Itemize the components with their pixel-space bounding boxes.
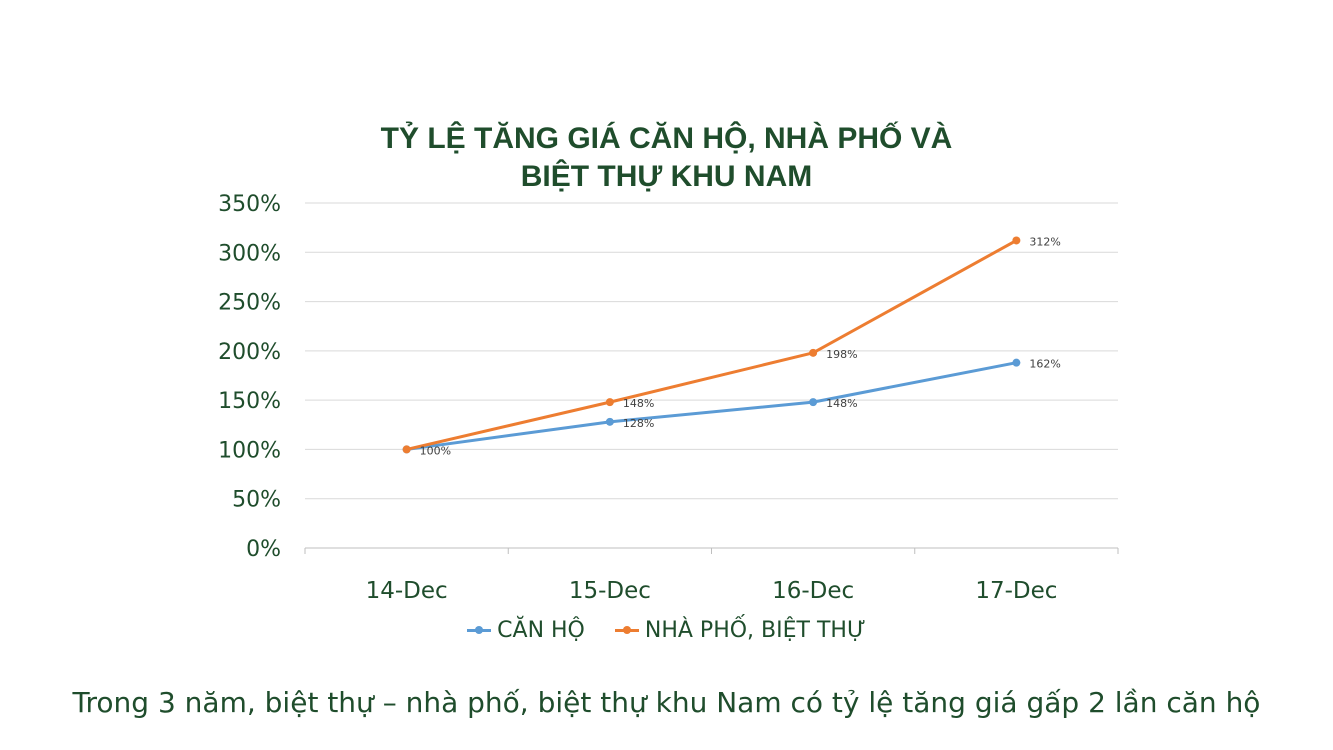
y-tick-label: 50%	[232, 488, 281, 513]
chart-title-line-1: TỶ LỆ TĂNG GIÁ CĂN HỘ, NHÀ PHỐ VÀ	[380, 122, 953, 155]
data-label: 198%	[826, 348, 857, 361]
data-label: 162%	[1029, 358, 1060, 371]
legend-swatch-can-ho	[467, 626, 492, 634]
chart-title-line-2: BIỆT THỰ KHU NAM	[520, 160, 813, 193]
legend-item-nha-pho: NHÀ PHỐ, BIỆT THỰ	[614, 618, 866, 643]
data-point	[402, 445, 411, 454]
chart-legend: CĂN HỘ NHÀ PHỐ, BIỆT THỰ	[0, 618, 1333, 643]
legend-label-nha-pho: NHÀ PHỐ, BIỆT THỰ	[644, 618, 866, 643]
data-point	[809, 348, 818, 357]
data-label: 100%	[420, 444, 451, 457]
y-tick-label: 200%	[218, 340, 281, 365]
data-point	[1012, 236, 1021, 245]
y-tick-label: 100%	[218, 438, 281, 463]
legend-label-can-ho: CĂN HỘ	[497, 618, 585, 643]
data-label: 148%	[826, 397, 857, 410]
chart-caption: Trong 3 năm, biệt thự – nhà phố, biệt th…	[72, 686, 1261, 719]
data-label: 148%	[623, 397, 654, 410]
x-tick-label: 17-Dec	[975, 578, 1057, 604]
data-label: 312%	[1029, 235, 1060, 248]
data-label: 128%	[623, 417, 654, 430]
legend-item-can-ho: CĂN HỘ	[467, 618, 585, 643]
y-tick-label: 0%	[246, 537, 281, 562]
y-tick-label: 350%	[218, 192, 281, 217]
data-point	[1012, 358, 1021, 367]
x-tick-label: 16-Dec	[772, 578, 854, 604]
data-point	[605, 398, 614, 407]
data-point	[809, 398, 818, 407]
y-tick-label: 150%	[218, 389, 281, 414]
series-line	[406, 239, 1018, 451]
series-line	[406, 361, 1017, 451]
x-tick-label: 14-Dec	[366, 578, 448, 604]
y-tick-label: 250%	[218, 291, 281, 316]
legend-swatch-nha-pho	[614, 626, 639, 634]
data-point	[605, 417, 614, 426]
y-tick-label: 300%	[218, 241, 281, 266]
x-tick-label: 15-Dec	[569, 578, 651, 604]
